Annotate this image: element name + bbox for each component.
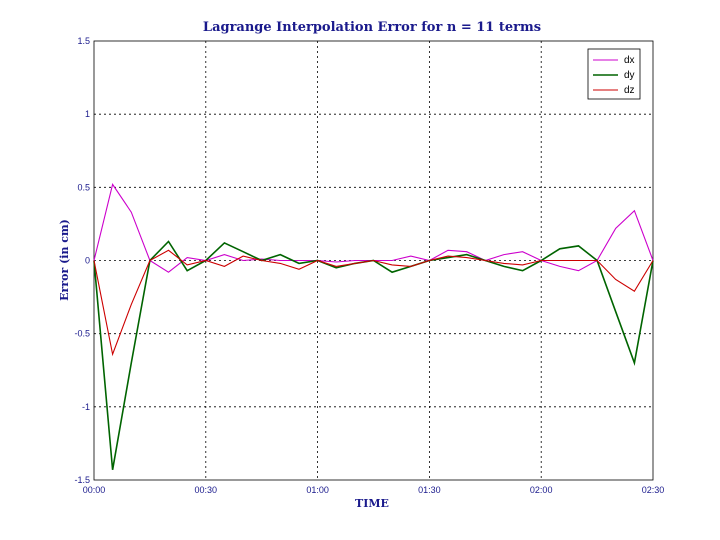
series-layer (93, 183, 654, 470)
legend-label-dy: dy (624, 70, 635, 81)
y-axis-label: Error (in cm) (58, 219, 71, 301)
legend: dx dy dz (587, 48, 641, 100)
series-line-dx (93, 183, 654, 273)
y-tick-label: -0.5 (74, 329, 90, 339)
x-tick-label: 00:30 (195, 485, 218, 495)
y-tick-labels: 1.5 1 0.5 0 -0.5 -1 -1.5 (74, 36, 90, 485)
x-tick-label: 02:00 (530, 485, 553, 495)
legend-label-dx: dx (624, 55, 635, 66)
x-tick-label: 01:00 (306, 485, 329, 495)
x-tick-label: 01:30 (418, 485, 441, 495)
x-tick-label: 02:30 (642, 485, 665, 495)
chart-title: Lagrange Interpolation Error for n = 11 … (203, 20, 541, 35)
y-tick-label: -1 (82, 402, 90, 412)
series-line-dy (93, 240, 654, 470)
y-tick-label: 0.5 (77, 182, 90, 192)
x-tick-label: 00:00 (83, 485, 106, 495)
legend-box (587, 48, 641, 100)
y-tick-label: -1.5 (74, 475, 90, 485)
legend-label-dz: dz (624, 85, 635, 96)
y-tick-label: 1 (85, 109, 90, 119)
x-tick-labels: 00:00 00:30 01:00 01:30 02:00 02:30 (83, 485, 665, 495)
x-axis-label: TIME (355, 497, 389, 510)
y-tick-label: 1.5 (77, 36, 90, 46)
series-line-dz (93, 249, 654, 357)
y-tick-label: 0 (85, 256, 90, 266)
